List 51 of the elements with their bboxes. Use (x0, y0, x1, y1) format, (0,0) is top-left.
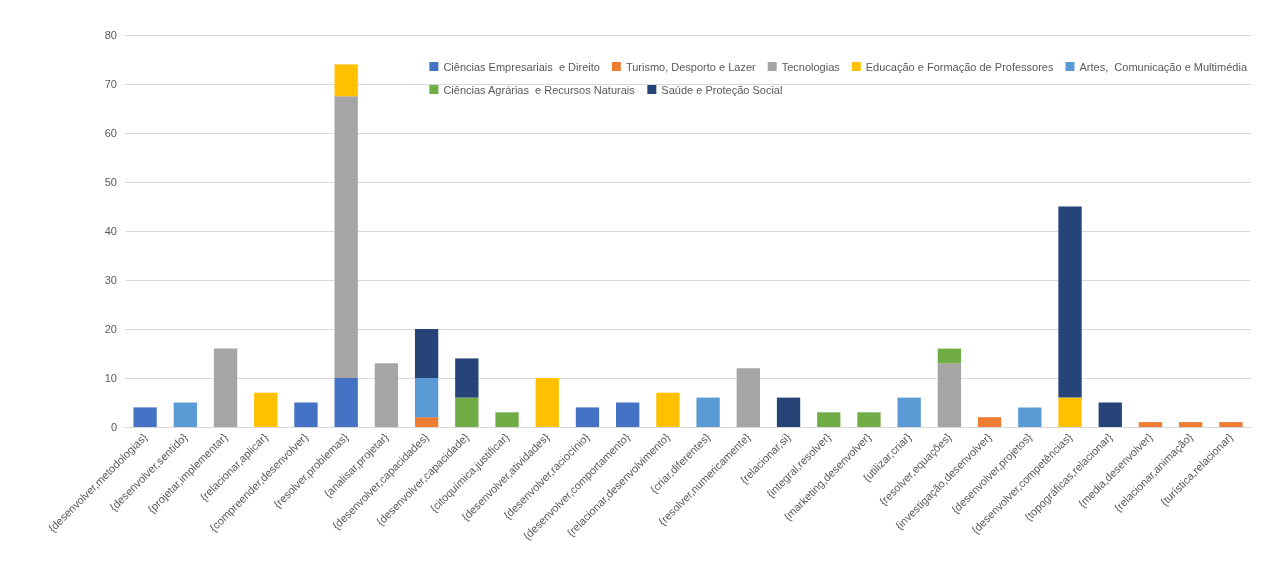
y-tick-label: 40 (104, 225, 117, 237)
bar (857, 412, 881, 427)
bar (696, 397, 720, 427)
bar (1018, 407, 1042, 427)
legend-label: Ciências Empresariais e Direito (443, 60, 600, 73)
bar (616, 402, 640, 427)
bar (213, 348, 238, 427)
bar (1138, 422, 1163, 427)
bar (334, 378, 358, 427)
legend-label: Artes, Comunicação e Multimédia (1079, 60, 1248, 73)
bar (736, 368, 760, 427)
bar (817, 412, 841, 427)
bar (1219, 422, 1243, 427)
bar (575, 407, 600, 427)
bar (1058, 397, 1082, 427)
bar (495, 412, 519, 427)
bar (1098, 402, 1122, 427)
bar (455, 358, 479, 398)
bar (535, 378, 559, 427)
bar (937, 363, 962, 427)
y-tick-label: 60 (104, 127, 117, 139)
legend-label: Ciências Agrárias e Recursos Naturais (443, 83, 636, 96)
bar (1058, 206, 1082, 398)
y-tick-label: 50 (104, 176, 117, 188)
bar (414, 329, 439, 378)
bar (897, 397, 921, 427)
bar (977, 417, 1002, 427)
y-tick-label: 80 (104, 29, 117, 41)
legend-label: Turismo, Desporto e Lazer (625, 60, 757, 73)
bar (294, 402, 318, 427)
legend-label: Saúde e Proteção Social (661, 83, 783, 96)
bar (334, 64, 358, 97)
bar (656, 392, 680, 427)
bar (937, 348, 962, 364)
y-tick-label: 20 (104, 323, 117, 335)
bar (776, 397, 801, 427)
y-tick-label: 10 (104, 372, 117, 384)
bar (133, 407, 157, 427)
bar (414, 378, 439, 418)
y-tick-label: 70 (104, 78, 117, 90)
bar (414, 417, 439, 427)
bar (173, 402, 197, 427)
y-tick-label: 30 (104, 274, 117, 286)
bar (334, 96, 358, 378)
legend-label: Tecnologias (781, 60, 841, 73)
bar (1179, 422, 1203, 427)
bar (455, 397, 479, 427)
y-tick-label: 0 (110, 421, 117, 433)
bar (374, 363, 399, 427)
bar (254, 392, 278, 427)
legend-label: Educação e Formação de Professores (865, 60, 1054, 73)
